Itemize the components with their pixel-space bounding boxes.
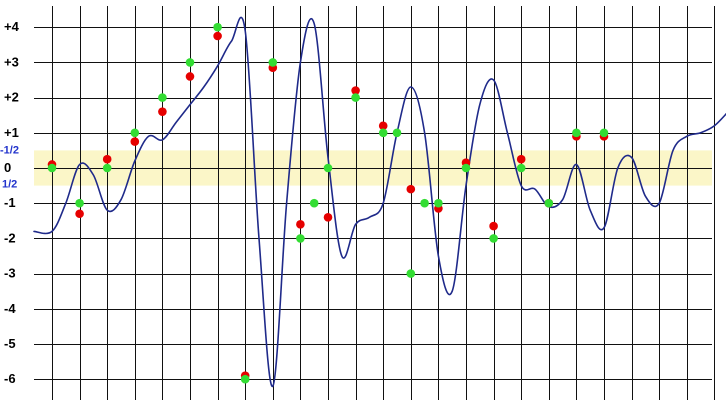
green-marker <box>544 198 554 208</box>
y-tick-label: -4 <box>4 301 16 316</box>
green-marker <box>296 234 305 243</box>
band-label-bottom: 1/2 <box>2 179 17 191</box>
green-marker <box>240 374 250 384</box>
green-marker <box>378 128 388 138</box>
y-tick-label: -5 <box>4 336 16 351</box>
green-marker <box>392 128 402 138</box>
green-marker <box>434 198 443 208</box>
markers <box>47 22 609 384</box>
band-label-top: -1/2 <box>0 144 19 156</box>
green-marker <box>309 198 319 208</box>
red-marker <box>378 121 388 131</box>
green-marker <box>599 128 609 138</box>
green-marker <box>130 128 140 138</box>
red-marker <box>351 86 360 95</box>
y-tick-label: 0 <box>4 160 11 175</box>
red-marker <box>102 154 112 164</box>
y-tick-label: -1 <box>4 195 16 210</box>
red-marker <box>406 184 416 194</box>
y-tick-label: -3 <box>4 266 16 281</box>
green-marker <box>572 128 581 138</box>
green-marker <box>75 198 84 208</box>
green-marker <box>47 163 57 173</box>
y-tick-label: +2 <box>4 90 19 105</box>
red-marker <box>130 137 140 146</box>
y-tick-label: +3 <box>4 54 19 69</box>
green-marker <box>323 163 333 173</box>
green-marker <box>420 198 429 208</box>
red-marker <box>75 209 84 219</box>
green-marker <box>461 163 471 173</box>
green-marker <box>351 93 360 102</box>
red-marker <box>185 72 195 81</box>
red-marker <box>296 220 305 229</box>
y-tick-label: -2 <box>4 230 16 245</box>
grid <box>34 6 715 400</box>
red-marker <box>158 107 167 116</box>
y-tick-label: +1 <box>4 125 19 140</box>
y-axis-ticks: +4 +3 +2 +1 0 -1 -2 -3 -4 -5 -6 <box>4 19 20 386</box>
green-marker <box>213 22 222 32</box>
green-marker <box>516 163 526 173</box>
y-tick-label: -6 <box>4 371 16 386</box>
green-marker <box>102 163 112 173</box>
red-marker <box>213 31 222 41</box>
green-marker <box>158 93 167 102</box>
green-marker <box>406 269 416 278</box>
green-marker <box>185 58 195 67</box>
red-marker <box>516 154 526 164</box>
series-line <box>33 16 726 388</box>
green-marker <box>489 234 498 243</box>
y-tick-label: +4 <box>4 19 20 34</box>
green-marker <box>268 58 278 67</box>
red-marker <box>489 221 498 231</box>
red-marker <box>323 212 333 222</box>
